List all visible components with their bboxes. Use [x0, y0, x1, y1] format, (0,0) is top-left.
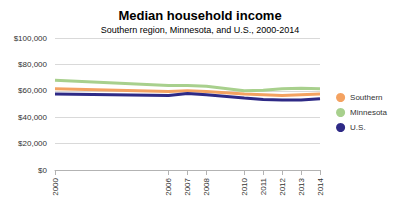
svg-text:$0: $0: [38, 166, 47, 175]
svg-text:2014: 2014: [316, 177, 325, 195]
svg-text:2013: 2013: [297, 177, 306, 195]
svg-text:Southern region, Minnesota, an: Southern region, Minnesota, and U.S., 20…: [101, 25, 300, 35]
svg-text:$80,000: $80,000: [18, 60, 47, 69]
svg-text:2011: 2011: [259, 177, 268, 195]
svg-text:U.S.: U.S.: [350, 123, 366, 132]
svg-text:2000: 2000: [51, 177, 60, 195]
svg-text:$100,000: $100,000: [14, 34, 48, 43]
svg-text:2007: 2007: [183, 177, 192, 195]
svg-text:$60,000: $60,000: [18, 86, 47, 95]
svg-text:2006: 2006: [164, 177, 173, 195]
svg-text:Minnesota: Minnesota: [350, 108, 387, 117]
svg-text:Southern: Southern: [350, 93, 382, 102]
svg-text:$40,000: $40,000: [18, 113, 47, 122]
svg-text:Median household income: Median household income: [118, 8, 281, 23]
svg-text:2012: 2012: [278, 177, 287, 195]
svg-text:2010: 2010: [240, 177, 249, 195]
svg-text:2008: 2008: [202, 177, 211, 195]
svg-text:$20,000: $20,000: [18, 139, 47, 148]
